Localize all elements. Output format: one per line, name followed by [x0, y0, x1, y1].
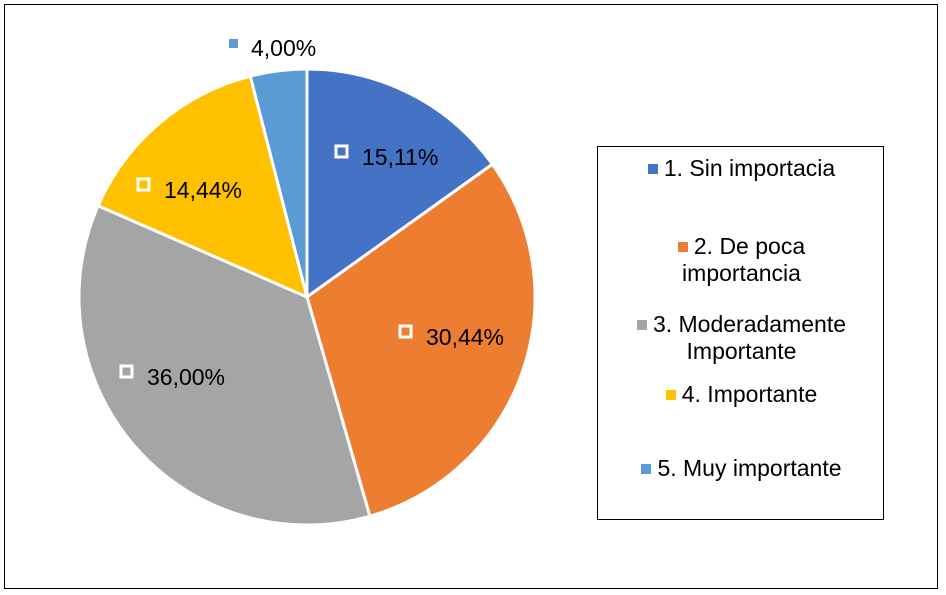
data-label-text: 30,44%: [426, 324, 504, 350]
data-label-moderadamente-importante: 36,00%: [119, 364, 225, 390]
data-label-muy-importante: 4,00%: [229, 35, 316, 61]
legend-label: 5. Muy importante: [657, 455, 842, 481]
data-label-de-poca-importancia: 30,44%: [398, 324, 504, 350]
data-label-importante: 14,44%: [136, 177, 242, 203]
legend-item-de-poca-importancia: 2. De poca importancia: [598, 233, 885, 287]
pie-slice-moderadamente-importante: [77, 203, 372, 527]
legend-item-muy-importante: 5. Muy importante: [598, 455, 885, 482]
data-label-marker: [136, 177, 151, 192]
pie-slice-sin-importancia: [305, 67, 495, 300]
legend-swatch-sin-importancia: [647, 164, 658, 174]
legend-label: 2. De poca importancia: [682, 233, 806, 286]
data-label-marker: [334, 144, 349, 159]
data-label-text: 36,00%: [147, 364, 225, 390]
pie-slice-de-poca-importancia: [305, 162, 537, 519]
legend-swatch-moderadamente-importante: [636, 320, 647, 330]
data-label-text: 14,44%: [164, 177, 242, 203]
data-label-marker: [398, 324, 413, 339]
legend-swatch-muy-importante: [641, 464, 652, 474]
data-label-marker: [229, 39, 238, 48]
legend-label: 1. Sin importacia: [663, 155, 836, 181]
data-label-marker: [119, 364, 134, 379]
data-label-sin-importancia: 15,11%: [334, 144, 438, 170]
legend-item-sin-importancia: 1. Sin importacia: [598, 155, 885, 182]
pie-slice-importante: [96, 74, 310, 300]
legend-item-moderadamente-importante: 3. Moderadamente Importante: [598, 311, 885, 365]
legend-label: 3. Moderadamente Importante: [652, 311, 847, 364]
legend: 1. Sin importacia 2. De poca importancia…: [597, 146, 884, 520]
legend-swatch-importante: [665, 390, 676, 400]
legend-label: 4. Importante: [681, 381, 818, 407]
legend-item-importante: 4. Importante: [598, 381, 885, 408]
pie-slice-muy-importante: [248, 67, 309, 298]
data-label-text: 4,00%: [251, 35, 316, 61]
data-label-text: 15,11%: [362, 144, 438, 170]
legend-swatch-de-poca-importancia: [677, 242, 688, 252]
